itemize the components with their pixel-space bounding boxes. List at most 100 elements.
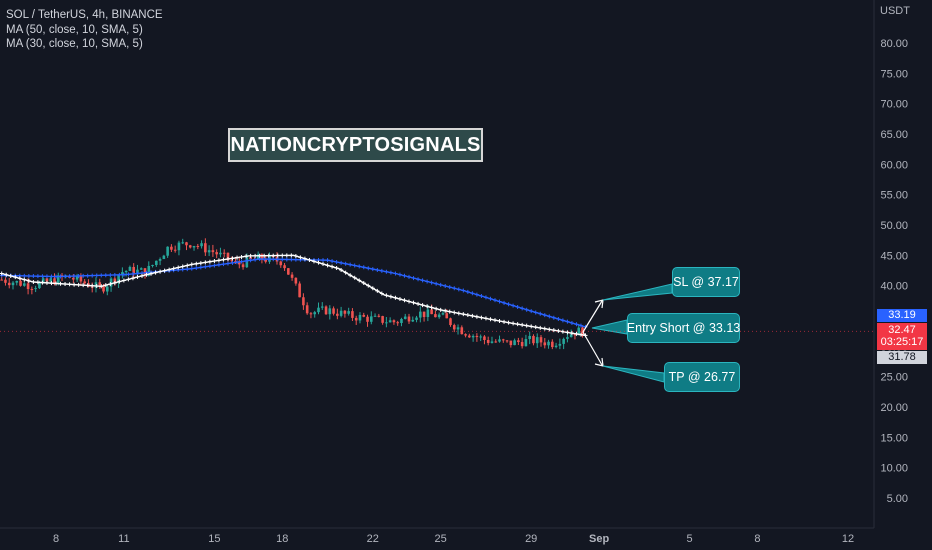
ma50-line-marker	[72, 274, 77, 279]
ma30-line-marker	[538, 325, 543, 330]
ma30-line-marker	[330, 264, 335, 269]
candle-body	[452, 325, 456, 330]
ma30-line-marker	[266, 253, 271, 258]
tp-callout-tail	[602, 365, 665, 383]
candle-body	[0, 279, 3, 281]
ma30-line-marker	[551, 328, 556, 333]
candle-body	[332, 308, 335, 314]
candle-body	[505, 340, 509, 342]
ma50-line-marker	[284, 257, 289, 262]
price-tick-label: 60.00	[880, 159, 908, 171]
ma30-line-marker	[574, 331, 579, 336]
ma30-line-marker	[49, 281, 54, 286]
ma30-line-marker	[149, 271, 154, 276]
candle-body	[573, 334, 577, 336]
tp-callout[interactable]: TP @ 26.77	[664, 362, 740, 392]
sl-callout[interactable]: SL @ 37.17	[672, 267, 740, 297]
candle-body	[562, 338, 565, 344]
ma30-line-marker	[253, 253, 258, 258]
candle-body	[117, 275, 120, 283]
ma30-line-marker	[565, 330, 570, 335]
candle-body	[121, 272, 124, 276]
candle-body	[494, 341, 498, 343]
candle-body	[188, 245, 192, 248]
ma50-line-marker	[388, 270, 393, 275]
candle-body	[166, 246, 169, 256]
symbol-title[interactable]: SOL / TetherUS, 4h, BINANCE	[6, 9, 163, 21]
ma50-line-marker	[85, 273, 90, 278]
ma50-line-marker	[384, 269, 389, 274]
candle-body	[158, 259, 162, 261]
ma30-line-marker	[411, 300, 416, 305]
ma30-line-marker	[271, 253, 276, 258]
ma30-line-marker	[393, 295, 398, 300]
ma30-line-marker	[293, 254, 298, 259]
candle-body	[437, 314, 441, 318]
candle-body	[388, 320, 392, 323]
ma50-line-marker	[67, 274, 72, 279]
candle-body	[449, 318, 452, 326]
candle-body	[302, 297, 305, 306]
ma30-line-marker	[17, 276, 22, 281]
time-tick-label: 8	[53, 533, 59, 545]
ma30-line-marker	[429, 305, 434, 310]
candle-body	[377, 315, 381, 317]
ma30-line-marker	[479, 315, 484, 320]
ma30-line-marker	[230, 256, 235, 261]
time-tick-label: 11	[118, 533, 129, 545]
candle-body	[520, 342, 524, 347]
candle-body	[305, 305, 309, 314]
candle-body	[532, 335, 535, 344]
candle-body	[151, 264, 154, 266]
chart-legend: SOL / TetherUS, 4h, BINANCE MA (50, clos…	[6, 8, 163, 52]
ma30-line-marker	[63, 282, 68, 287]
ma50-line-marker	[560, 318, 565, 323]
candle-body	[339, 310, 343, 316]
ma50-line-marker	[225, 261, 230, 266]
candle-body	[128, 266, 132, 271]
candle-body	[192, 246, 196, 248]
ma50-line-marker	[474, 292, 479, 297]
candle-body	[298, 283, 301, 298]
ma50-line-marker	[58, 274, 63, 279]
candle-body	[26, 283, 30, 290]
price-tick-label: 15.00	[880, 432, 908, 444]
ma50-legend[interactable]: MA (50, close, 10, SMA, 5)	[6, 23, 143, 36]
ma30-line-marker	[171, 266, 176, 271]
candle-body	[219, 252, 222, 255]
candle-body	[475, 335, 479, 338]
sl-arrow[interactable]	[582, 300, 603, 333]
ma30-line-marker	[474, 314, 479, 319]
ma30-line-marker	[144, 272, 149, 277]
ma50-line-marker	[529, 309, 534, 314]
ma30-line-marker	[167, 267, 172, 272]
ma30-line-marker	[203, 260, 208, 265]
ma50-line-marker	[343, 261, 348, 266]
candle-body	[177, 242, 181, 251]
time-tick-label: 15	[208, 533, 220, 545]
candle-body	[456, 327, 460, 330]
ma30-line-marker	[529, 324, 534, 329]
candle-body	[569, 334, 573, 338]
candle-body	[226, 252, 230, 261]
candle-body	[45, 278, 49, 282]
candle-body	[4, 279, 7, 283]
ma50-line-marker	[26, 273, 31, 278]
candle-body	[234, 261, 237, 263]
candle-body	[181, 242, 185, 244]
candle-body	[441, 313, 445, 315]
ma50-line-marker	[470, 291, 475, 296]
candle-body	[245, 257, 249, 268]
ma30-legend[interactable]: MA (30, close, 10, SMA, 5)	[6, 38, 143, 50]
candle-body	[554, 345, 558, 348]
tp-arrow[interactable]	[582, 331, 603, 366]
ma30-line-marker	[58, 281, 63, 286]
ma30-price-tag: 31.78	[877, 351, 927, 364]
candle-body	[324, 306, 328, 315]
entry-callout[interactable]: Entry Short @ 33.13	[627, 313, 740, 343]
ma30-line-marker	[533, 325, 538, 330]
price-tick-label: 65.00	[880, 129, 908, 141]
ma50-line-marker	[216, 262, 221, 267]
